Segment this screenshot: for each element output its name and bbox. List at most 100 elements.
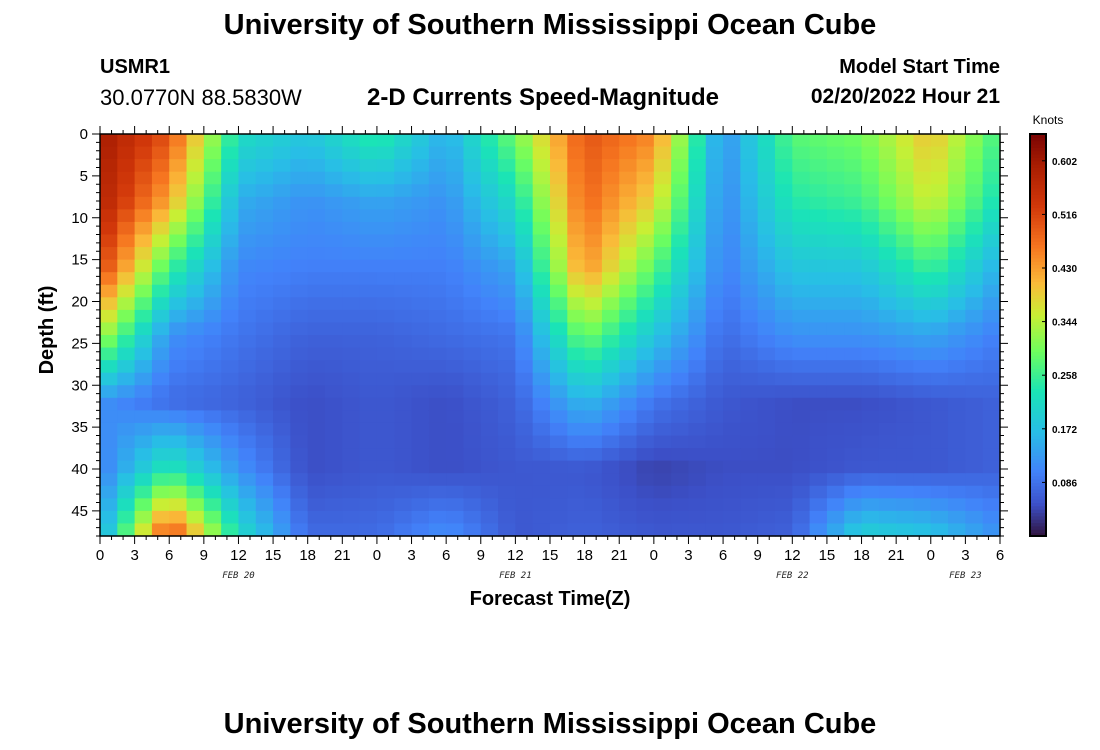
heatmap-cell [757,284,776,298]
heatmap-cell [653,284,672,298]
heatmap-cell [117,171,136,185]
heatmap-cell [463,247,482,261]
heatmap-cell [134,184,153,198]
heatmap-cell [844,234,863,248]
heatmap-cell [532,159,551,173]
heatmap-cell [221,159,240,173]
heatmap-cell [325,460,343,474]
heatmap-cell [376,159,395,173]
heatmap-cell [688,360,707,374]
heatmap-cell [428,134,447,148]
heatmap-cell [100,171,118,185]
heatmap-cell [671,360,690,374]
heatmap-cell [878,385,897,399]
heatmap-cell [653,134,672,148]
heatmap-cell [203,247,222,261]
heatmap-cell [186,159,205,173]
x-tick-label: 12 [507,547,524,564]
heatmap-cell [151,134,170,148]
heatmap-cell [550,410,568,424]
heatmap-cell [273,498,291,512]
heatmap-cell [307,397,326,411]
heatmap-cell [203,309,222,324]
heatmap-cell [480,510,499,525]
heatmap-cell [567,209,586,223]
heatmap-cell [550,397,568,411]
heatmap-cell [290,221,309,236]
heatmap-cell [775,372,793,386]
heatmap-cell [515,485,534,499]
heatmap-cell [463,347,482,361]
heatmap-cell [359,510,378,525]
heatmap-cell [775,297,793,311]
heatmap-cell [428,209,447,223]
heatmap-cell [446,410,465,424]
heatmap-cell [740,284,759,298]
heatmap-cell [775,159,793,173]
heatmap-cell [948,134,966,148]
heatmap-cell [394,360,413,374]
heatmap-cell [723,159,741,173]
heatmap-cell [671,435,690,449]
heatmap-cell [723,372,741,386]
heatmap-cell [653,448,672,462]
heatmap-cell [844,184,863,198]
heatmap-cell [394,335,413,349]
heatmap-cell [896,498,915,512]
heatmap-cell [688,171,707,185]
heatmap-cell [584,196,603,210]
heatmap-cell [480,184,499,198]
x-axis-title: Forecast Time(Z) [470,588,631,610]
heatmap-cell [428,372,447,386]
heatmap-cell [671,510,690,525]
heatmap-cell [982,134,1001,148]
heatmap-cell [688,410,707,424]
heatmap-cell [688,146,707,160]
heatmap-cell [809,134,828,148]
heatmap-cell [325,422,343,437]
heatmap-cell [169,523,188,537]
heatmap-cell [913,309,932,324]
heatmap-cell [965,272,984,286]
heatmap-cell [480,448,499,462]
heatmap-cell [376,284,395,298]
heatmap-cell [671,209,690,223]
heatmap-cell [273,134,291,148]
heatmap-cell [550,297,568,311]
heatmap-cell [775,247,793,261]
heatmap-cell [584,397,603,411]
heatmap-cell [930,347,949,361]
heatmap-cell [186,259,205,273]
heatmap-cell [861,335,880,349]
heatmap-cell [532,397,551,411]
heatmap-cell [290,159,309,173]
heatmap-cell [740,272,759,286]
heatmap-cell [290,485,309,499]
heatmap-cell [982,448,1001,462]
heatmap-cell [930,259,949,273]
heatmap-cell [948,385,966,399]
heatmap-cell [428,146,447,160]
heatmap-cell [359,498,378,512]
heatmap-cell [913,473,932,487]
heatmap-cell [757,435,776,449]
heatmap-cell [446,473,465,487]
heatmap-cell [117,209,136,223]
heatmap-cell [844,159,863,173]
heatmap-cell [982,272,1001,286]
heatmap-cell [705,523,724,537]
heatmap-cell [290,448,309,462]
heatmap-cell [169,209,188,223]
heatmap-cell [740,372,759,386]
heatmap-cell [636,259,655,273]
heatmap-cell [930,134,949,148]
heatmap-cell [861,460,880,474]
heatmap-cell [982,372,1001,386]
heatmap-cell [134,335,153,349]
heatmap-cell [221,171,240,185]
heatmap-cell [117,473,136,487]
heatmap-cell [134,134,153,148]
heatmap-cell [809,347,828,361]
heatmap-cell [826,259,845,273]
heatmap-cell [411,221,430,236]
